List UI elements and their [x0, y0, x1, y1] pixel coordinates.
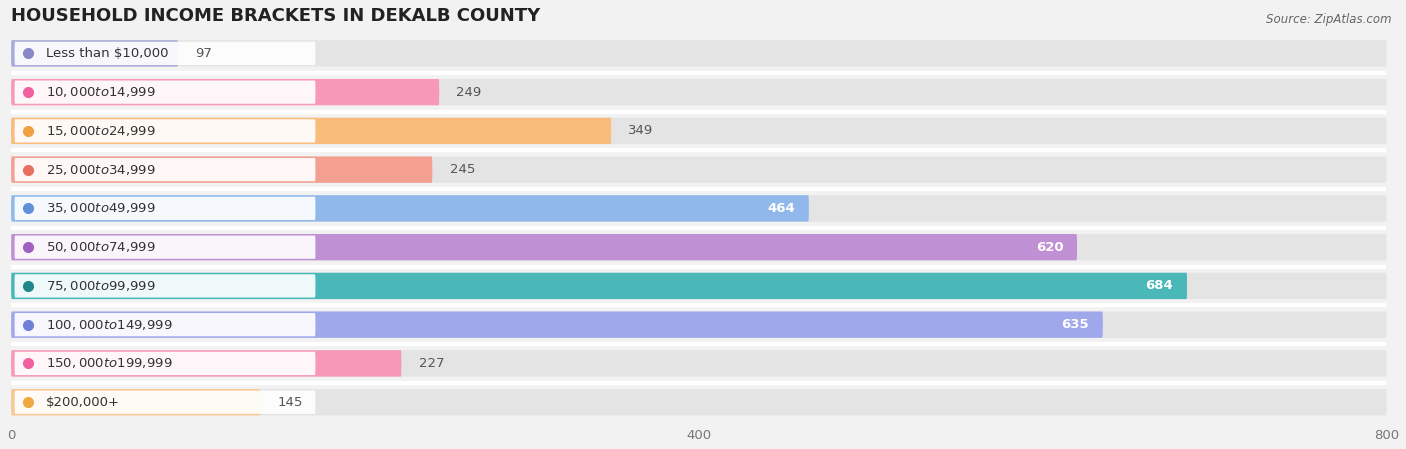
Text: 245: 245 — [450, 163, 475, 176]
FancyBboxPatch shape — [11, 389, 260, 415]
Text: $35,000 to $49,999: $35,000 to $49,999 — [45, 202, 155, 216]
Text: 349: 349 — [628, 124, 654, 137]
Text: HOUSEHOLD INCOME BRACKETS IN DEKALB COUNTY: HOUSEHOLD INCOME BRACKETS IN DEKALB COUN… — [11, 7, 540, 25]
FancyBboxPatch shape — [14, 197, 315, 220]
Text: 249: 249 — [457, 86, 482, 99]
FancyBboxPatch shape — [14, 119, 315, 142]
FancyBboxPatch shape — [11, 79, 1386, 106]
FancyBboxPatch shape — [14, 313, 315, 336]
Text: 227: 227 — [419, 357, 444, 370]
Text: $15,000 to $24,999: $15,000 to $24,999 — [45, 124, 155, 138]
FancyBboxPatch shape — [14, 352, 315, 375]
FancyBboxPatch shape — [14, 274, 315, 298]
Text: 620: 620 — [1036, 241, 1063, 254]
Text: $10,000 to $14,999: $10,000 to $14,999 — [45, 85, 155, 99]
FancyBboxPatch shape — [11, 40, 1386, 66]
FancyBboxPatch shape — [11, 350, 401, 377]
FancyBboxPatch shape — [11, 389, 1386, 415]
FancyBboxPatch shape — [11, 156, 1386, 183]
FancyBboxPatch shape — [11, 195, 808, 221]
FancyBboxPatch shape — [11, 273, 1386, 299]
FancyBboxPatch shape — [11, 40, 179, 66]
Text: $75,000 to $99,999: $75,000 to $99,999 — [45, 279, 155, 293]
Text: $25,000 to $34,999: $25,000 to $34,999 — [45, 163, 155, 176]
FancyBboxPatch shape — [14, 80, 315, 104]
Text: 97: 97 — [195, 47, 212, 60]
Text: $150,000 to $199,999: $150,000 to $199,999 — [45, 357, 172, 370]
FancyBboxPatch shape — [11, 195, 1386, 221]
FancyBboxPatch shape — [11, 118, 612, 144]
FancyBboxPatch shape — [11, 312, 1386, 338]
FancyBboxPatch shape — [11, 156, 432, 183]
Text: 684: 684 — [1146, 279, 1174, 292]
FancyBboxPatch shape — [11, 234, 1077, 260]
Text: Source: ZipAtlas.com: Source: ZipAtlas.com — [1267, 13, 1392, 26]
FancyBboxPatch shape — [11, 350, 1386, 377]
Text: $200,000+: $200,000+ — [45, 396, 120, 409]
Text: 145: 145 — [277, 396, 302, 409]
Text: 464: 464 — [768, 202, 794, 215]
FancyBboxPatch shape — [11, 234, 1386, 260]
FancyBboxPatch shape — [11, 312, 1102, 338]
FancyBboxPatch shape — [14, 236, 315, 259]
FancyBboxPatch shape — [11, 273, 1187, 299]
FancyBboxPatch shape — [14, 42, 315, 65]
FancyBboxPatch shape — [11, 79, 439, 106]
Text: $50,000 to $74,999: $50,000 to $74,999 — [45, 240, 155, 254]
Text: 635: 635 — [1062, 318, 1090, 331]
FancyBboxPatch shape — [14, 158, 315, 181]
FancyBboxPatch shape — [14, 391, 315, 414]
Text: Less than $10,000: Less than $10,000 — [45, 47, 167, 60]
FancyBboxPatch shape — [11, 118, 1386, 144]
Text: $100,000 to $149,999: $100,000 to $149,999 — [45, 318, 172, 332]
